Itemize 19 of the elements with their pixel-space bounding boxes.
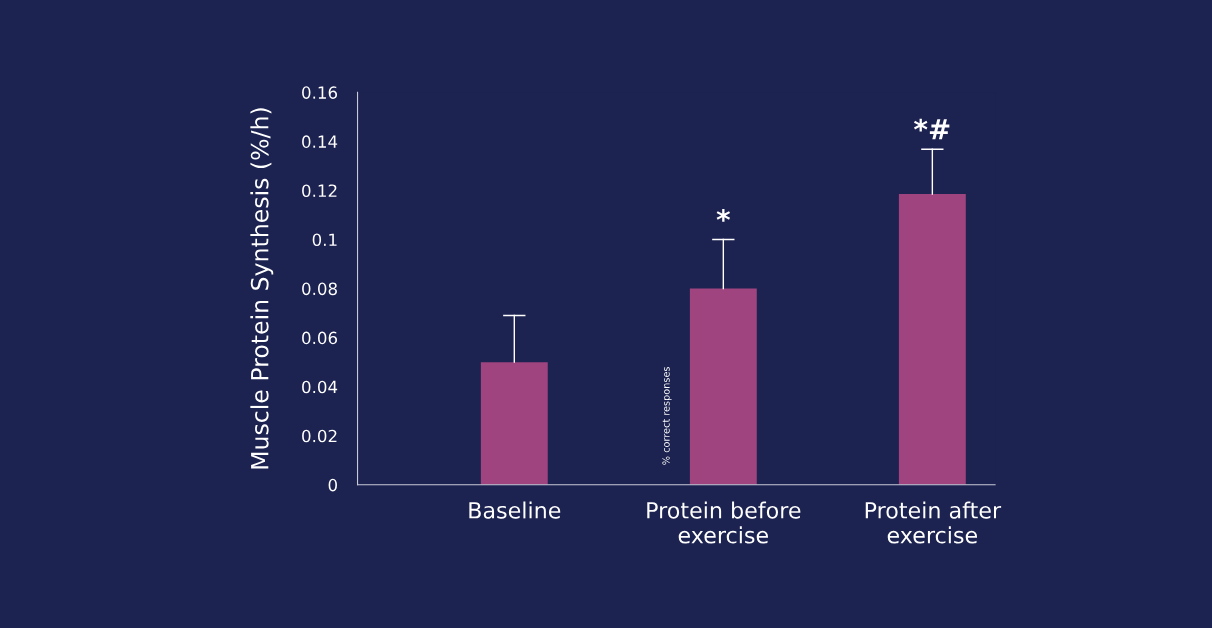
y-tick-label: 0.16 (302, 86, 338, 99)
y-tick-label: 0.12 (302, 184, 337, 198)
bar (480, 362, 548, 485)
y-tick-label: 0.1 (312, 233, 337, 247)
y-tick-label: 0.14 (302, 135, 338, 148)
x-tick-label: Protein before exercise (647, 501, 801, 544)
y-tick-label: 0.06 (302, 331, 338, 345)
y-tick-label: 0.02 (302, 429, 337, 443)
bar (689, 288, 757, 485)
x-tick-label: Protein after exercise (865, 501, 1002, 544)
y-tick-label: 0.08 (302, 282, 337, 296)
y-tick-label: 0.04 (302, 380, 338, 394)
bar (898, 194, 966, 485)
annotation: *# (914, 118, 950, 140)
annotation: % correct responses (662, 366, 672, 465)
y-tick-label: 0 (328, 478, 337, 492)
y-axis-title: Muscle Protein Synthesis (%/h) (250, 108, 274, 469)
x-tick-label: Baseline (469, 501, 561, 519)
annotation: * (716, 208, 731, 222)
